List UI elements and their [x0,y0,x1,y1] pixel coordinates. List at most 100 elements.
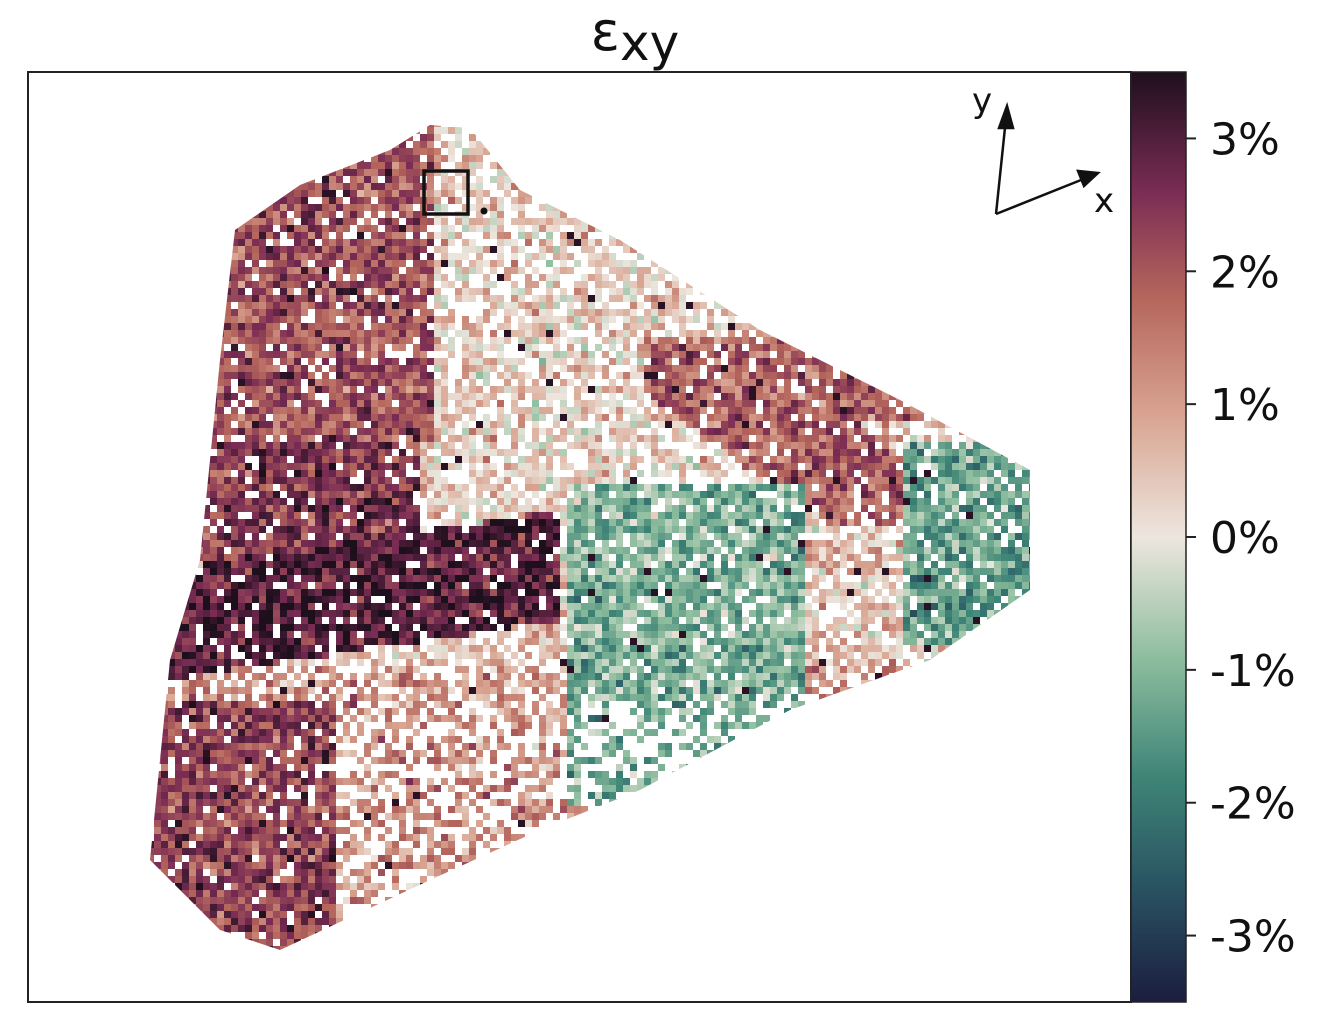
heatmap-cell [245,218,252,225]
heatmap-cell [518,463,525,470]
heatmap-cell [399,204,406,211]
heatmap-cell [448,148,455,155]
heatmap-cell [476,176,483,183]
heatmap-cell [259,211,266,218]
heatmap-cell [434,127,441,134]
heatmap-cell [784,365,791,372]
heatmap-cell [581,281,588,288]
heatmap-cell [469,246,476,253]
heatmap-cell [693,428,700,435]
heatmap-cell [581,365,588,372]
heatmap-cell [504,428,511,435]
heatmap-cell [721,400,728,407]
heatmap-cell [441,260,448,267]
heatmap-cell [224,414,231,421]
heatmap-cell [371,351,378,358]
heatmap-cell [742,435,749,442]
heatmap-cell [448,309,455,316]
heatmap-cell [497,239,504,246]
heatmap-cell [525,456,532,463]
heatmap-cell [294,302,301,309]
heatmap-cell [343,386,350,393]
heatmap-cell [385,372,392,379]
heatmap-cell [224,421,231,428]
heatmap-cell [350,260,357,267]
heatmap-cell [280,316,287,323]
heatmap-cell [385,155,392,162]
heatmap-cell [686,407,693,414]
heatmap-cell [427,358,434,365]
heatmap-cell [336,281,343,288]
heatmap-cell [742,407,749,414]
heatmap-cell [399,239,406,246]
heatmap-cell [672,372,679,379]
heatmap-cell [336,435,343,442]
heatmap-cell [273,232,280,239]
heatmap-cell [777,351,784,358]
heatmap-cell [406,218,413,225]
heatmap-cell [546,323,553,330]
heatmap-cell [231,456,238,463]
heatmap-cell [581,414,588,421]
heatmap-cell [476,393,483,400]
heatmap-cell [658,267,665,274]
heatmap-cell [595,309,602,316]
heatmap-cell [770,358,777,365]
heatmap-cell [616,421,623,428]
heatmap-cell [483,260,490,267]
heatmap-cell [315,449,322,456]
heatmap-cell [812,449,819,456]
heatmap-cell [259,351,266,358]
heatmap-cell [616,372,623,379]
heatmap-cell [798,421,805,428]
heatmap-cell [308,463,315,470]
heatmap-cell [777,428,784,435]
heatmap-cell [910,463,917,470]
heatmap-cell [623,372,630,379]
heatmap-cell [560,232,567,239]
heatmap-cell [686,365,693,372]
heatmap-cell [560,435,567,442]
heatmap-cell [392,183,399,190]
heatmap-cell [721,421,728,428]
heatmap-cell [483,225,490,232]
heatmap-cell [413,330,420,337]
heatmap-cell [287,309,294,316]
heatmap-cell [539,274,546,281]
heatmap-cell [322,358,329,365]
heatmap-cell [518,358,525,365]
heatmap-cell [392,456,399,463]
heatmap-cell [252,428,259,435]
heatmap-cell [217,400,224,407]
heatmap-cell [427,379,434,386]
heatmap-cell [343,393,350,400]
heatmap-cell [679,456,686,463]
heatmap-cell [427,260,434,267]
heatmap-cell [371,323,378,330]
heatmap-cell [805,449,812,456]
heatmap-cell [651,365,658,372]
heatmap-cell [504,330,511,337]
heatmap-cell [350,246,357,253]
heatmap-cell [546,295,553,302]
heatmap-cell [693,414,700,421]
heatmap-cell [595,295,602,302]
heatmap-cell [406,316,413,323]
heatmap-cell [658,449,665,456]
heatmap-cell [252,379,259,386]
heatmap-cell [406,309,413,316]
heatmap-cell [420,386,427,393]
heatmap-cell [336,337,343,344]
heatmap-cell [672,407,679,414]
heatmap-cell [924,435,931,442]
heatmap-cell [812,442,819,449]
heatmap-cell [609,316,616,323]
heatmap-cell [301,267,308,274]
heatmap-cell [525,386,532,393]
heatmap-cell [658,435,665,442]
heatmap-cell [735,449,742,456]
heatmap-cell [406,442,413,449]
heatmap-cell [623,246,630,253]
heatmap-cell [903,449,910,456]
heatmap-cell [581,379,588,386]
